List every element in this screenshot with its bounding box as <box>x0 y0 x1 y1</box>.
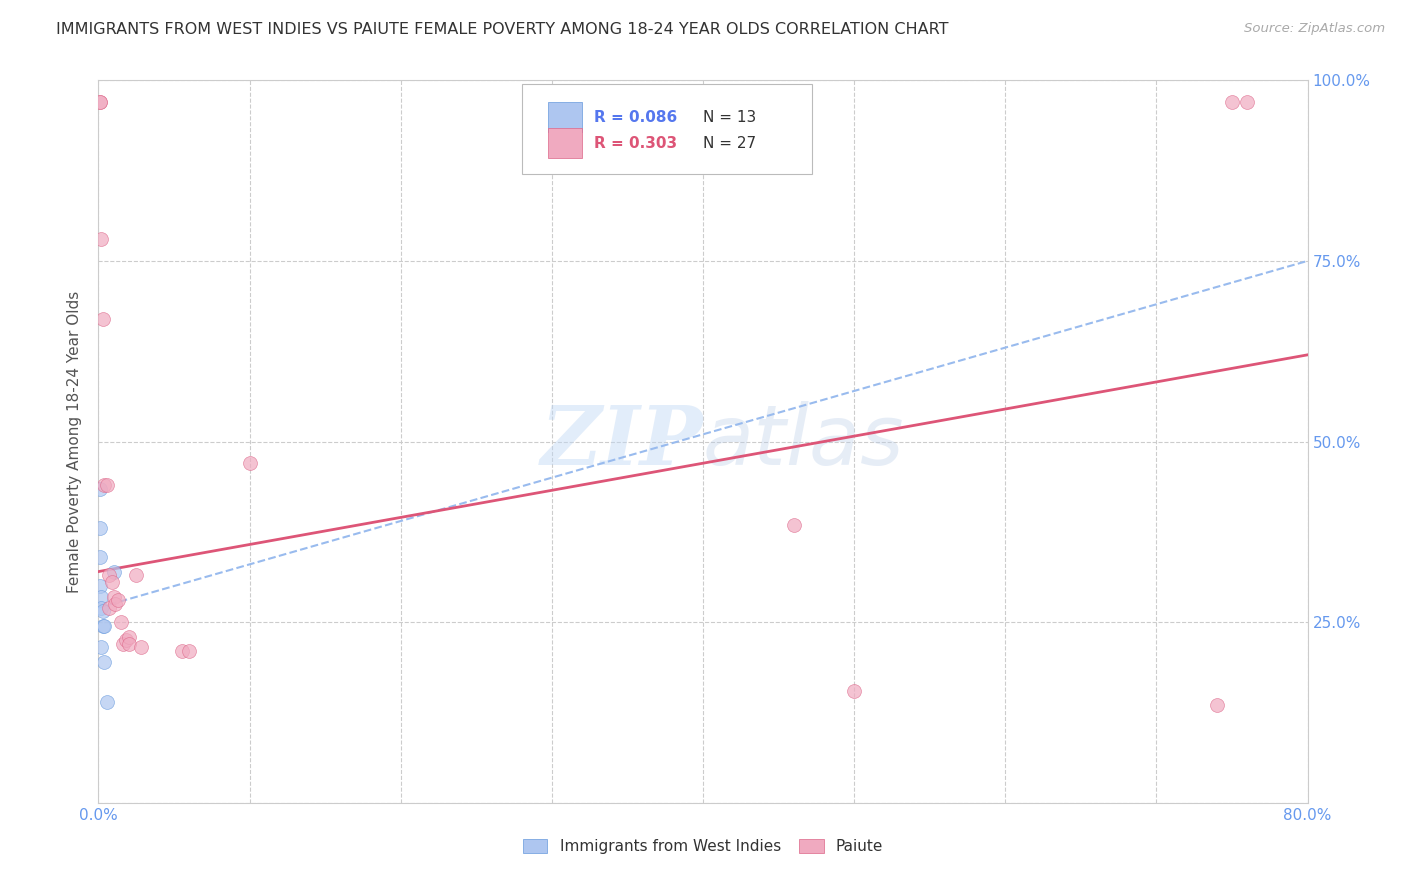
Point <box>125 568 148 582</box>
Point <box>96 478 118 492</box>
Text: ZIP: ZIP <box>540 401 703 482</box>
Text: N = 13: N = 13 <box>703 110 756 125</box>
Point <box>91 619 114 633</box>
Point <box>110 615 132 630</box>
Y-axis label: Female Poverty Among 18-24 Year Olds: Female Poverty Among 18-24 Year Olds <box>67 291 83 592</box>
Point <box>1220 95 1243 109</box>
Point <box>90 232 112 246</box>
Text: R = 0.086: R = 0.086 <box>595 110 678 125</box>
FancyBboxPatch shape <box>548 128 582 158</box>
Point <box>98 568 121 582</box>
Point <box>96 695 118 709</box>
Point <box>179 644 201 658</box>
Point <box>844 683 866 698</box>
Text: R = 0.303: R = 0.303 <box>595 136 678 151</box>
Point <box>93 655 115 669</box>
Text: N = 27: N = 27 <box>703 136 756 151</box>
Point <box>89 95 111 109</box>
Point <box>90 590 112 604</box>
Point <box>91 604 114 618</box>
Text: atlas: atlas <box>703 401 904 482</box>
Point <box>89 521 111 535</box>
Point <box>104 597 127 611</box>
Point <box>98 600 121 615</box>
Point <box>239 456 262 470</box>
Point <box>93 619 115 633</box>
Point <box>170 644 193 658</box>
Point <box>101 575 124 590</box>
Point <box>1236 95 1258 109</box>
Point <box>89 95 111 109</box>
Point <box>111 637 134 651</box>
Point <box>90 600 112 615</box>
Point <box>103 590 125 604</box>
Point <box>107 593 129 607</box>
Legend: Immigrants from West Indies, Paiute: Immigrants from West Indies, Paiute <box>517 833 889 860</box>
Point <box>1206 698 1229 713</box>
Point <box>103 565 125 579</box>
Point <box>118 637 141 651</box>
Text: Source: ZipAtlas.com: Source: ZipAtlas.com <box>1244 22 1385 36</box>
Text: IMMIGRANTS FROM WEST INDIES VS PAIUTE FEMALE POVERTY AMONG 18-24 YEAR OLDS CORRE: IMMIGRANTS FROM WEST INDIES VS PAIUTE FE… <box>56 22 949 37</box>
FancyBboxPatch shape <box>522 84 811 174</box>
Point <box>93 478 115 492</box>
Point <box>783 517 806 532</box>
FancyBboxPatch shape <box>548 102 582 132</box>
Point <box>90 640 112 655</box>
Point <box>91 311 114 326</box>
Point <box>114 633 136 648</box>
Point <box>89 579 111 593</box>
Point <box>129 640 152 655</box>
Point <box>89 482 111 496</box>
Point <box>89 550 111 565</box>
Point <box>118 630 141 644</box>
